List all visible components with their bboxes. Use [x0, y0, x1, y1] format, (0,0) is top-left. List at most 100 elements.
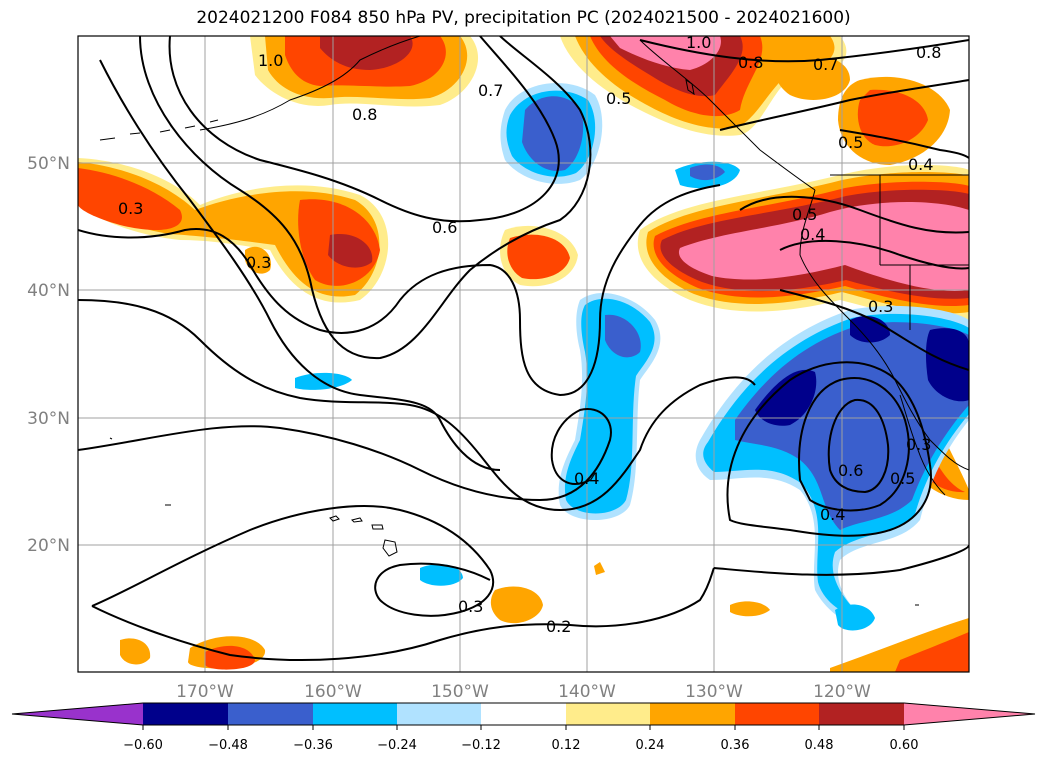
- lon-axis-labels: 170°W 160°W 150°W 140°W 130°W 120°W: [176, 682, 871, 702]
- contour-label: 0.3: [118, 199, 143, 218]
- lon-tick-label: 130°W: [685, 682, 743, 702]
- pv-contour: [779, 289, 969, 371]
- us-state-lines: [879, 175, 969, 330]
- colorbar-tick-label: 0.48: [805, 738, 834, 753]
- colorbar-swatch: [735, 703, 819, 725]
- contour-label: 1.0: [258, 51, 283, 70]
- contour-label: 0.5: [890, 469, 915, 488]
- colorbar-tick-label: −0.12: [461, 738, 501, 753]
- colorbar-extend-high: [904, 703, 1035, 725]
- pv-contour: [78, 184, 721, 397]
- positive-anomaly-region: [775, 55, 850, 100]
- contour-label: 0.3: [906, 435, 931, 454]
- contour-label: 0.3: [868, 297, 893, 316]
- us-west-coastline: [799, 189, 969, 471]
- colorbar-swatch: [650, 703, 735, 725]
- negative-anomaly-region: [690, 164, 725, 181]
- contour-label: 0.5: [606, 89, 631, 108]
- colorbar-tick-label: 0.60: [890, 738, 919, 753]
- colorbar-tick-label: −0.36: [293, 738, 333, 753]
- lon-tick-label: 160°W: [304, 682, 362, 702]
- lon-tick-label: 170°W: [176, 682, 234, 702]
- positive-anomaly-region: [610, 36, 721, 70]
- colorbar: −0.60 −0.48 −0.36 −0.24 −0.12 0.12 0.24 …: [11, 702, 1036, 753]
- contour-label: 1.0: [686, 33, 711, 52]
- colorbar-tick-label: 0.12: [552, 738, 581, 753]
- contour-label: 0.4: [820, 505, 845, 524]
- colorbar-swatch: [819, 703, 904, 725]
- negative-anomaly-region: [835, 604, 875, 631]
- colorbar-swatch: [313, 703, 397, 725]
- pv-contour: [139, 36, 592, 360]
- contour-label: 0.4: [800, 225, 825, 244]
- negative-anomaly-region: [925, 328, 969, 402]
- pv-contour: [719, 79, 969, 131]
- coastlines: [99, 36, 969, 606]
- british-columbia-coastline: [639, 39, 816, 191]
- contour-label: 0.8: [738, 53, 763, 72]
- pv-contour: [91, 505, 495, 617]
- contour-labels: 1.0 0.8 0.7 0.5 1.0 0.8 0.7 0.8 0.6 0.3 …: [118, 33, 941, 636]
- aleutian-islands: [99, 119, 219, 141]
- colorbar-swatch: [397, 703, 481, 725]
- hawaii-islands: [329, 515, 398, 557]
- colorbar-extend-low: [12, 703, 143, 725]
- positive-anomaly-region: [678, 202, 969, 291]
- colorbar-tick-label: 0.36: [721, 738, 750, 753]
- alaska-coastline: [199, 36, 421, 131]
- pv-contour: [78, 408, 612, 502]
- negative-anomaly-region: [850, 315, 890, 343]
- colorbar-swatch: [143, 703, 228, 725]
- pv-contour: [713, 544, 969, 576]
- positive-anomaly-region: [730, 601, 770, 617]
- haida-gwaii: [685, 78, 695, 96]
- positive-anomaly-region: [328, 234, 373, 268]
- negative-anomaly-region: [755, 369, 817, 426]
- contour-label: 0.2: [546, 617, 571, 636]
- negative-anomaly-region: [605, 314, 641, 358]
- colorbar-tick-label: −0.48: [208, 738, 248, 753]
- colorbar-swatch: [481, 703, 566, 725]
- contour-label: 0.6: [838, 461, 863, 480]
- colorbar-tick-label: 0.24: [636, 738, 665, 753]
- pv-contour: [91, 567, 715, 661]
- lon-tick-label: 150°W: [431, 682, 489, 702]
- graticule: [78, 36, 969, 672]
- contour-label: 0.3: [246, 253, 271, 272]
- positive-anomaly-region: [507, 234, 570, 280]
- contour-label: 0.4: [574, 469, 599, 488]
- positive-anomaly-region: [490, 586, 543, 624]
- pv-contour: [779, 239, 969, 270]
- baja-peninsula: [899, 394, 946, 496]
- lat-tick-label: 30°N: [27, 409, 70, 429]
- positive-anomaly-region: [78, 168, 182, 230]
- contour-label: 0.7: [478, 81, 503, 100]
- negative-anomaly-region: [420, 564, 463, 586]
- pv-contour: [726, 361, 932, 537]
- positive-anomaly-region: [857, 89, 928, 147]
- colorbar-swatch: [228, 703, 313, 725]
- contour-label: 0.5: [838, 133, 863, 152]
- contour-label: 0.8: [352, 105, 377, 124]
- lat-axis-labels: 50°N 40°N 30°N 20°N: [27, 154, 70, 556]
- lon-tick-label: 140°W: [558, 682, 616, 702]
- positive-anomaly-region: [320, 36, 413, 70]
- pv-contour: [839, 129, 969, 159]
- positive-anomaly-region: [594, 562, 605, 575]
- pv-contours: [78, 36, 969, 661]
- contour-label: 0.8: [916, 43, 941, 62]
- pv-contour: [827, 398, 890, 494]
- pv-contour: [78, 299, 756, 512]
- contour-label: 0.4: [908, 155, 933, 174]
- contour-label: 0.3: [458, 597, 483, 616]
- colorbar-tick-label: −0.24: [377, 738, 417, 753]
- lat-tick-label: 50°N: [27, 154, 70, 174]
- positive-anomaly-region: [120, 638, 151, 665]
- pv-contour: [168, 36, 560, 223]
- positive-anomaly-region: [895, 632, 969, 672]
- colorbar-swatch: [566, 703, 650, 725]
- lat-tick-label: 20°N: [27, 536, 70, 556]
- precip-positive-shading: [78, 36, 969, 672]
- colorbar-tick-label: −0.60: [123, 738, 163, 753]
